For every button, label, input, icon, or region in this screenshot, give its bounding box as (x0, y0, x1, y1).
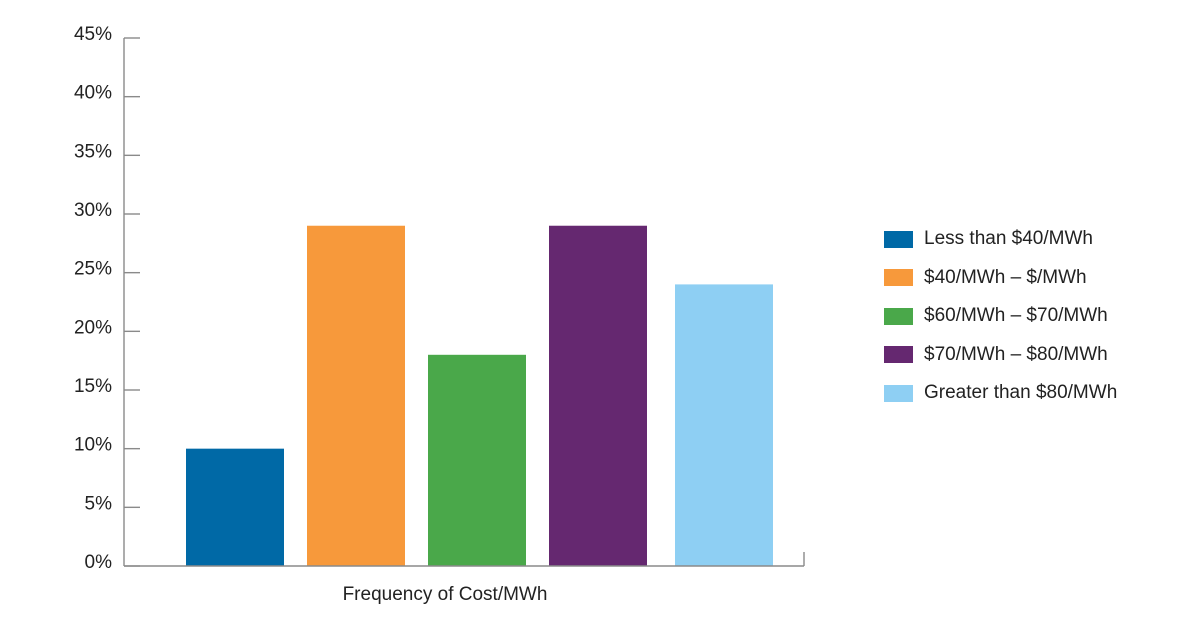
legend-swatch (884, 269, 913, 287)
legend-swatch (884, 346, 913, 364)
bar (428, 354, 526, 566)
y-tick-label: 25% (74, 259, 112, 280)
legend-label: $40/MWh – $/MWh (924, 266, 1087, 288)
legend-label: $60/MWh – $70/MWh (924, 305, 1108, 327)
legend-item: $40/MWh – $/MWh (884, 259, 1117, 298)
bar (675, 284, 773, 566)
y-axis-ticks: 0% 5% 10% 15% 20% 25% 30% 35% 40% 45% (74, 24, 140, 573)
bar (549, 225, 647, 566)
legend-label: Greater than $80/MWh (924, 382, 1118, 404)
y-tick-label: 5% (85, 493, 113, 514)
bar (307, 225, 405, 566)
bars (186, 225, 773, 566)
y-tick-label: 0% (85, 552, 113, 573)
legend-label: Less than $40/MWh (924, 228, 1093, 250)
legend-swatch (884, 230, 913, 248)
y-tick-label: 35% (74, 141, 112, 162)
legend-item: Greater than $80/MWh (884, 374, 1117, 413)
legend-label: $70/MWh – $80/MWh (924, 343, 1108, 365)
bar (186, 448, 284, 566)
y-tick-label: 10% (74, 435, 112, 456)
legend-item: $70/MWh – $80/MWh (884, 336, 1117, 375)
y-tick-label: 20% (74, 317, 112, 338)
legend-swatch (884, 384, 913, 402)
y-tick-label: 15% (74, 376, 112, 397)
y-tick-label: 45% (74, 24, 112, 45)
legend-item: $60/MWh – $70/MWh (884, 297, 1117, 336)
legend-swatch (884, 307, 913, 325)
legend: Less than $40/MWh $40/MWh – $/MWh $60/MWh … (884, 220, 1117, 413)
y-tick-label: 30% (74, 200, 112, 221)
x-axis-label: Frequency of Cost/MWh (343, 584, 548, 605)
legend-item: Less than $40/MWh (884, 220, 1117, 259)
y-tick-label: 40% (74, 83, 112, 104)
